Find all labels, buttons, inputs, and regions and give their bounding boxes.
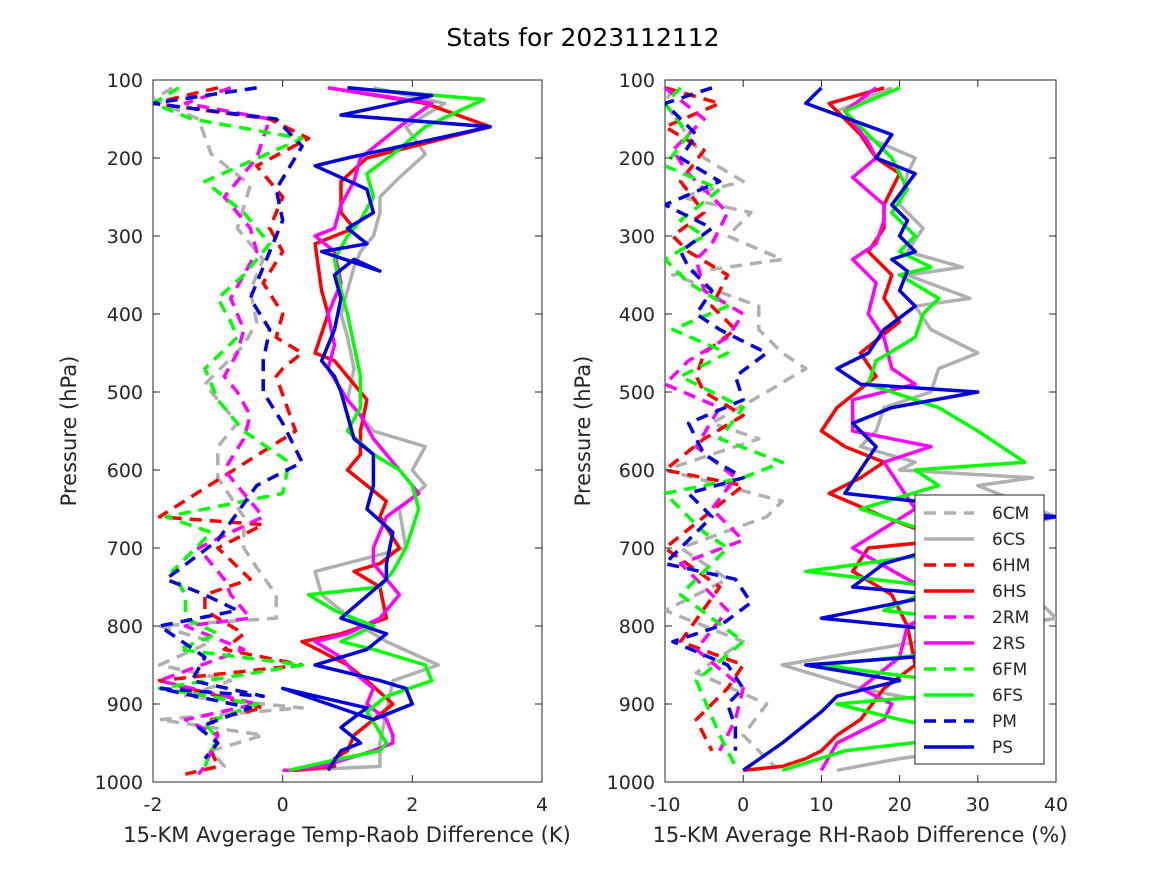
temp-xtick-label: -2 [144, 794, 163, 816]
rh-y-axis-label: Pressure (hPa) [571, 356, 595, 507]
rh-series-6hm [665, 86, 745, 752]
legend-label: 6HM [992, 556, 1030, 576]
temp-series-6hm [153, 86, 311, 776]
temp-x-axis-label: 15-KM Avgerage Temp-Raob Difference (K) [123, 823, 571, 847]
rh-xtick-label: 10 [809, 794, 833, 816]
temp-ytick-label: 100 [107, 70, 143, 92]
legend-label: 6HS [992, 582, 1026, 602]
rh-panel: -10 0 10 20 30 40 100 200 300 400 500 600 700 800 900 1… [571, 70, 1068, 847]
temp-ytick-label: 700 [107, 538, 143, 560]
legend-label: PS [992, 738, 1013, 758]
legend-label: 2RS [992, 634, 1025, 654]
rh-ytick-label: 600 [619, 460, 655, 482]
chart-title: Stats for 2023112112 [446, 23, 719, 52]
temp-series-2rm [157, 86, 272, 776]
legend-item-6cm: 6CM [924, 504, 1029, 524]
legend-label: 6FS [992, 686, 1023, 706]
temp-panel: -2 0 2 4 100 200 300 400 500 600 700 800 900 1000 15-… [57, 70, 571, 847]
temp-ticks-layer: -2 0 2 4 100 200 300 400 500 600 700 800 900 1000 [95, 70, 548, 816]
rh-ytick-label: 300 [619, 226, 655, 248]
rh-ytick-label: 900 [619, 694, 655, 716]
temp-ytick-label: 900 [107, 694, 143, 716]
rh-series-6fm [665, 86, 785, 768]
rh-ytick-label: 100 [619, 70, 655, 92]
legend-label: 6FM [992, 660, 1027, 680]
temp-ytick-label: 600 [107, 460, 143, 482]
temp-xtick-label: 4 [536, 794, 548, 816]
temp-ytick-label: 500 [107, 382, 143, 404]
legend-item-6cs: 6CS [924, 530, 1025, 550]
legend-label: PM [992, 712, 1017, 732]
rh-ytick-label: 700 [619, 538, 655, 560]
legend-label: 2RM [992, 608, 1029, 628]
legend-label: 6CS [992, 530, 1025, 550]
legend-item-2rs: 2RS [924, 634, 1025, 654]
temp-xtick-label: 0 [277, 794, 289, 816]
rh-series-pm [665, 86, 769, 751]
legend-item-pm: PM [924, 712, 1017, 732]
legend: 6CM 6CS 6HM 6HS 2RM 2RS 6FM 6FS PM PS [914, 494, 1045, 765]
rh-series-2rs [819, 86, 957, 772]
legend-item-6hs: 6HS [924, 582, 1026, 602]
temp-series-6fs [288, 86, 486, 773]
legend-label: 6CM [992, 504, 1029, 524]
temp-ytick-label: 400 [107, 304, 143, 326]
legend-item-6fs: 6FS [924, 686, 1023, 706]
temp-ytick-label: 200 [107, 148, 143, 170]
temp-series-ps [280, 86, 492, 772]
temp-series-6cs [295, 86, 447, 773]
rh-series-2rm [665, 86, 745, 752]
rh-ytick-label: 200 [619, 148, 655, 170]
temp-series-2rs [282, 86, 434, 773]
temp-ytick-label: 800 [107, 616, 143, 638]
temp-xtick-label: 2 [406, 794, 418, 816]
rh-xtick-label: -10 [649, 794, 680, 816]
temp-series-6cm [153, 86, 304, 773]
rh-xtick-label: 40 [1044, 794, 1068, 816]
rh-ytick-label: 800 [619, 616, 655, 638]
temp-y-axis-label: Pressure (hPa) [57, 356, 81, 507]
rh-ytick-label: 1000 [607, 772, 655, 794]
legend-item-ps: PS [924, 738, 1013, 758]
temp-ytick-label: 300 [107, 226, 143, 248]
legend-item-2rm: 2RM [924, 608, 1029, 628]
rh-series-layer [665, 86, 1056, 773]
rh-xtick-label: 0 [737, 794, 749, 816]
rh-ytick-label: 400 [619, 304, 655, 326]
rh-xtick-label: 20 [888, 794, 912, 816]
rh-ticks-layer: -10 0 10 20 30 40 100 200 300 400 500 600 700 800 900 1… [607, 70, 1068, 816]
rh-series-6cs [780, 86, 1056, 773]
rh-ytick-label: 500 [619, 382, 655, 404]
temp-ytick-label: 1000 [95, 772, 143, 794]
legend-item-6hm: 6HM [924, 556, 1030, 576]
rh-x-axis-label: 15-KM Average RH-Raob Difference (%) [653, 823, 1068, 847]
rh-xtick-label: 30 [966, 794, 990, 816]
legend-item-6fm: 6FM [924, 660, 1027, 680]
temp-series-layer [153, 86, 492, 776]
